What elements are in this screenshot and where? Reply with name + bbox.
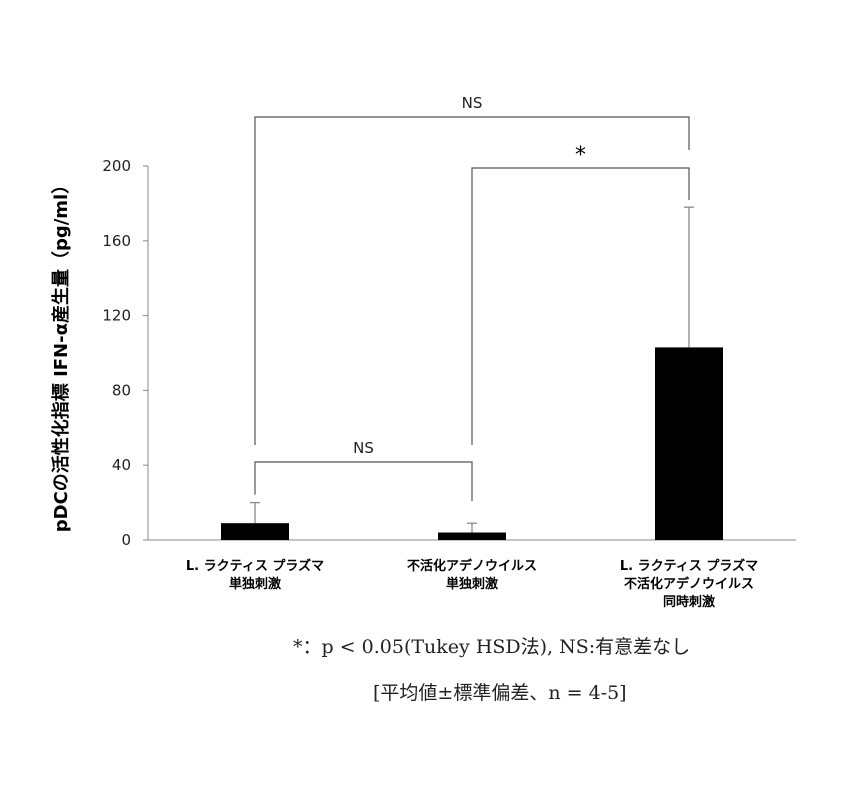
significance-label: NS — [462, 94, 483, 112]
y-tick-label: 40 — [112, 456, 131, 474]
y-tick-label: 0 — [121, 531, 131, 549]
category-label: 不活化アデノウイルス — [407, 558, 537, 574]
category-label: L. ラクティス プラズマ — [186, 558, 324, 574]
y-tick-label: 120 — [102, 307, 131, 325]
footnote-significance: *：p < 0.05(Tukey HSD法), NS:有意差なし — [293, 636, 691, 658]
category-label: 不活化アデノウイルス — [624, 576, 754, 592]
bar — [221, 523, 289, 540]
significance-label: * — [575, 143, 586, 168]
category-label: 単独刺激 — [229, 576, 282, 592]
bars — [221, 347, 723, 540]
category-label: 単独刺激 — [446, 576, 499, 592]
significance-bracket — [471, 167, 690, 445]
y-tick-label: 160 — [102, 232, 131, 250]
category-label: 同時刺激 — [663, 594, 716, 610]
y-tick-label: 200 — [102, 157, 131, 175]
bar — [655, 347, 723, 540]
footnote-statistics: [平均値±標準偏差、n = 4-5] — [373, 682, 627, 704]
y-tick-labels: 0 40 80 120 160 200 — [102, 157, 131, 549]
error-bars — [250, 206, 694, 533]
category-label: L. ラクティス プラズマ — [620, 558, 758, 574]
significance-brackets: NS * NS — [254, 94, 690, 502]
y-tick-label: 80 — [112, 381, 131, 399]
significance-bracket — [254, 116, 690, 445]
bar — [438, 532, 506, 540]
significance-bracket — [254, 461, 473, 502]
y-axis-label: pDCの活性化指標 IFN-α産生量（pg/ml） — [50, 176, 72, 532]
significance-label: NS — [353, 439, 374, 457]
